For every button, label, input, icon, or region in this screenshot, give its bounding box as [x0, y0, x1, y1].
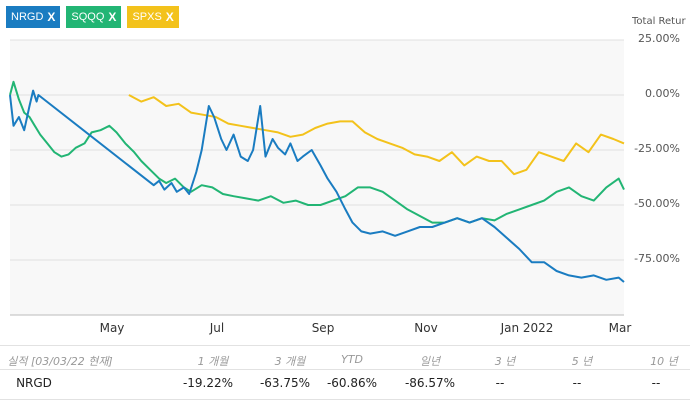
row-value: -- [572, 376, 582, 390]
y-tick-label: 25.00% [638, 32, 680, 45]
x-tick-label: Nov [414, 321, 438, 335]
y-tick-label: -75.00% [634, 252, 680, 265]
series-tag-spxs[interactable]: SPXS X [127, 6, 179, 28]
x-tick-label: Jan 2022 [500, 321, 554, 335]
column-header: 5 년 [571, 355, 593, 368]
y-tick-label: -25.00% [634, 142, 680, 155]
y-tick-label: -50.00% [634, 197, 680, 210]
row-value: -- [651, 376, 661, 390]
performance-header: 실적 [03/03/22 현재] 1 개월 3 개월 YTD 일년 3 년 5 … [0, 347, 690, 369]
divider [0, 345, 690, 346]
close-icon[interactable]: X [165, 10, 174, 24]
row-value: -- [495, 376, 505, 390]
row-value: -19.22% [182, 376, 234, 390]
series-tags: NRGD X SQQQ X SPXS X [6, 6, 179, 28]
performance-chart [9, 39, 625, 316]
row-value: -60.86% [326, 376, 378, 390]
column-header: 일년 [419, 355, 441, 368]
x-tick-label: Mar [608, 321, 632, 335]
column-header: 3 개월 [274, 355, 306, 368]
close-icon[interactable]: X [47, 10, 56, 24]
series-tag-nrgd[interactable]: NRGD X [6, 6, 61, 28]
divider [0, 399, 690, 400]
table-row: NRGD -19.22% -63.75% -60.86% -86.57% -- … [0, 370, 690, 398]
y-axis-title: Total Retur [632, 16, 686, 27]
series-tag-label: SQQQ [71, 11, 105, 23]
series-line-sqqq [9, 80, 625, 224]
series-tag-sqqq[interactable]: SQQQ X [66, 6, 122, 28]
series-line-nrgd [9, 89, 625, 283]
column-header: YTD [341, 353, 363, 366]
row-value: -63.75% [259, 376, 311, 390]
close-icon[interactable]: X [108, 10, 117, 24]
series-tag-label: NRGD [11, 11, 44, 23]
column-header: 1 개월 [197, 355, 229, 368]
divider [0, 369, 690, 370]
x-tick-label: Sep [311, 321, 335, 335]
row-name: NRGD [16, 376, 52, 390]
series-line-spxs [128, 94, 625, 176]
series-tag-label: SPXS [132, 11, 162, 23]
y-tick-label: 0.00% [645, 87, 680, 100]
x-tick-label: Jul [209, 321, 225, 335]
column-header: 10 년 [650, 355, 678, 368]
x-tick-label: May [99, 321, 125, 335]
plot-area [10, 40, 624, 315]
performance-date-label: 실적 [03/03/22 현재] [7, 355, 113, 368]
column-header: 3 년 [494, 355, 516, 368]
row-value: -86.57% [404, 376, 456, 390]
